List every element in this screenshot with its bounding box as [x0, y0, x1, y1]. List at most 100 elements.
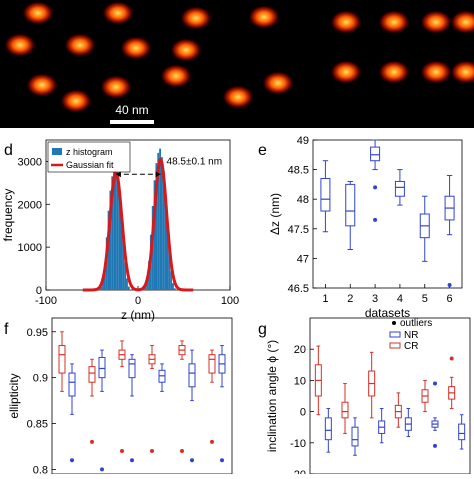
- panel-f-nr-box: [99, 357, 105, 377]
- fluorescence-spot: [60, 89, 92, 113]
- fluorescence-spot: [248, 5, 280, 29]
- panel-f-y-tick-label: 0.95: [27, 327, 48, 339]
- panel-d-y-tick-label: 3000: [18, 156, 42, 168]
- panel-d-gaussian-fit-line: [83, 160, 193, 290]
- panel-f-nr-box: [189, 364, 195, 387]
- panel-f-nr-box: [69, 373, 75, 396]
- panel-f-nr-outlier: [190, 458, 194, 462]
- panel-f-y-tick-label: 0.9: [33, 373, 48, 385]
- panel-d-histogram-bar: [130, 289, 132, 290]
- panel-e-box: [371, 147, 380, 161]
- panel-g-nr-box: [352, 427, 358, 446]
- panel-g-y-tick-label: 20: [294, 344, 306, 356]
- fluorescence-spot: [160, 64, 192, 88]
- fluorescence-spot: [22, 1, 54, 25]
- scale-bar: [110, 120, 154, 124]
- microscopy-image: 40 nm: [0, 0, 474, 128]
- panel-f-cr-outlier: [90, 440, 94, 444]
- panel-e-y-tick-label: 46.5: [288, 283, 309, 295]
- panel-e-outlier: [373, 185, 377, 189]
- panel-g-nr-outlier: [433, 382, 437, 386]
- panel-d-histogram-bar: [115, 168, 117, 290]
- panel-f-nr-outlier: [130, 458, 134, 462]
- panel-e-y-tick-label: 48.5: [288, 165, 309, 177]
- panel-label-e: e: [258, 142, 267, 159]
- panel-label-d: d: [4, 142, 13, 159]
- panel-g-legend-label-outliers: outliers: [400, 318, 432, 329]
- panel-d-x-tick-label: 0: [135, 295, 141, 307]
- fluorescence-spot: [330, 60, 362, 84]
- panel-e-y-axis-label: Δz (nm): [268, 193, 282, 235]
- panel-g-nr-box: [459, 424, 465, 440]
- panel-g-legend-swatch-nr: [390, 332, 400, 337]
- fluorescence-spot: [102, 1, 134, 25]
- panel-g-y-tick-label: 0: [300, 407, 306, 419]
- fluorescence-spot: [330, 10, 362, 34]
- panel-d-x-tick-label: -100: [35, 295, 57, 307]
- panel-d-y-axis-label: frequency: [1, 189, 15, 242]
- panel-e-box: [321, 178, 330, 211]
- panel-f-y-tick-label: 0.8: [33, 464, 48, 474]
- panel-e-x-tick-label: 1: [322, 293, 328, 305]
- panel-d-legend-label-histogram: z histogram: [66, 147, 113, 157]
- panel-e-outlier: [448, 283, 452, 287]
- panel-d-y-tick-label: 2000: [18, 199, 42, 211]
- panel-f-nr-outlier: [220, 458, 224, 462]
- panel-d-x-axis-label: z (nm): [121, 308, 155, 322]
- panel-e-x-tick-label: 6: [447, 293, 453, 305]
- panel-f-cr-outlier: [210, 440, 214, 444]
- panel-e-x-tick-label: 4: [397, 293, 403, 305]
- panel-label-f: f: [4, 321, 9, 338]
- panel-e-y-tick-label: 49: [297, 135, 309, 147]
- panel-label-g: g: [258, 321, 267, 338]
- panel-d-legend-swatch-histogram: [52, 148, 62, 155]
- panel-g-legend-label-cr: CR: [404, 341, 418, 352]
- panel-g-legend-swatch-cr: [390, 343, 400, 348]
- panel-f-nr-outlier: [100, 467, 104, 471]
- panel-g-legend-label-nr: NR: [404, 330, 418, 341]
- panel-g-legend-swatch-outliers: [392, 321, 396, 325]
- panel-d-legend-label-fit: Gaussian fit: [66, 160, 114, 170]
- panel-e-plot-frame: [313, 140, 462, 288]
- fluorescence-spot: [170, 38, 202, 62]
- panel-e-x-tick-label: 5: [422, 293, 428, 305]
- fluorescence-spot: [262, 71, 294, 95]
- panel-g-y-tick-label: -10: [290, 438, 306, 450]
- panel-g-cr-outlier: [450, 357, 454, 361]
- panel-e-box: [395, 181, 404, 196]
- panel-d-histogram-bar: [172, 283, 174, 290]
- panel-e-x-tick-label: 3: [372, 293, 378, 305]
- panel-g-y-tick-label: -20: [290, 469, 306, 474]
- panel-g-plot-frame: [310, 318, 470, 474]
- fluorescence-spot: [222, 85, 254, 109]
- fluorescence-spot: [378, 60, 410, 84]
- panel-d-histogram-bar: [128, 287, 130, 290]
- fluorescence-spot: [120, 36, 152, 60]
- panel-d-annotation: 48.5±0.1 nm: [167, 156, 223, 167]
- fluorescence-spot: [100, 75, 132, 99]
- fluorescence-spot: [420, 10, 452, 34]
- panel-f-cr-box: [89, 367, 95, 383]
- fluorescence-spot: [4, 33, 36, 57]
- panel-e-y-tick-label: 48: [297, 194, 309, 206]
- panel-d-y-tick-label: 1000: [18, 242, 42, 254]
- panel-f-nr-box: [129, 359, 135, 377]
- panel-e-box: [346, 184, 355, 225]
- fluorescence-spot: [26, 73, 58, 97]
- panel-d-histogram-bar: [126, 278, 128, 290]
- panel-f-cr-box: [59, 346, 65, 374]
- panel-d-x-tick-label: 100: [221, 295, 239, 307]
- panel-g-y-tick-label: 10: [294, 375, 306, 387]
- panel-f-y-axis-label: ellipticity: [7, 373, 21, 418]
- panel-f-cr-outlier: [120, 449, 124, 453]
- panel-e-outlier: [373, 218, 377, 222]
- scale-bar-label: 40 nm: [115, 103, 148, 117]
- panel-d-histogram-bar: [174, 288, 176, 290]
- panel-f-nr-outlier: [70, 458, 74, 462]
- panel-f-cr-outlier: [150, 449, 154, 453]
- panel-e-y-tick-label: 47.5: [288, 224, 309, 236]
